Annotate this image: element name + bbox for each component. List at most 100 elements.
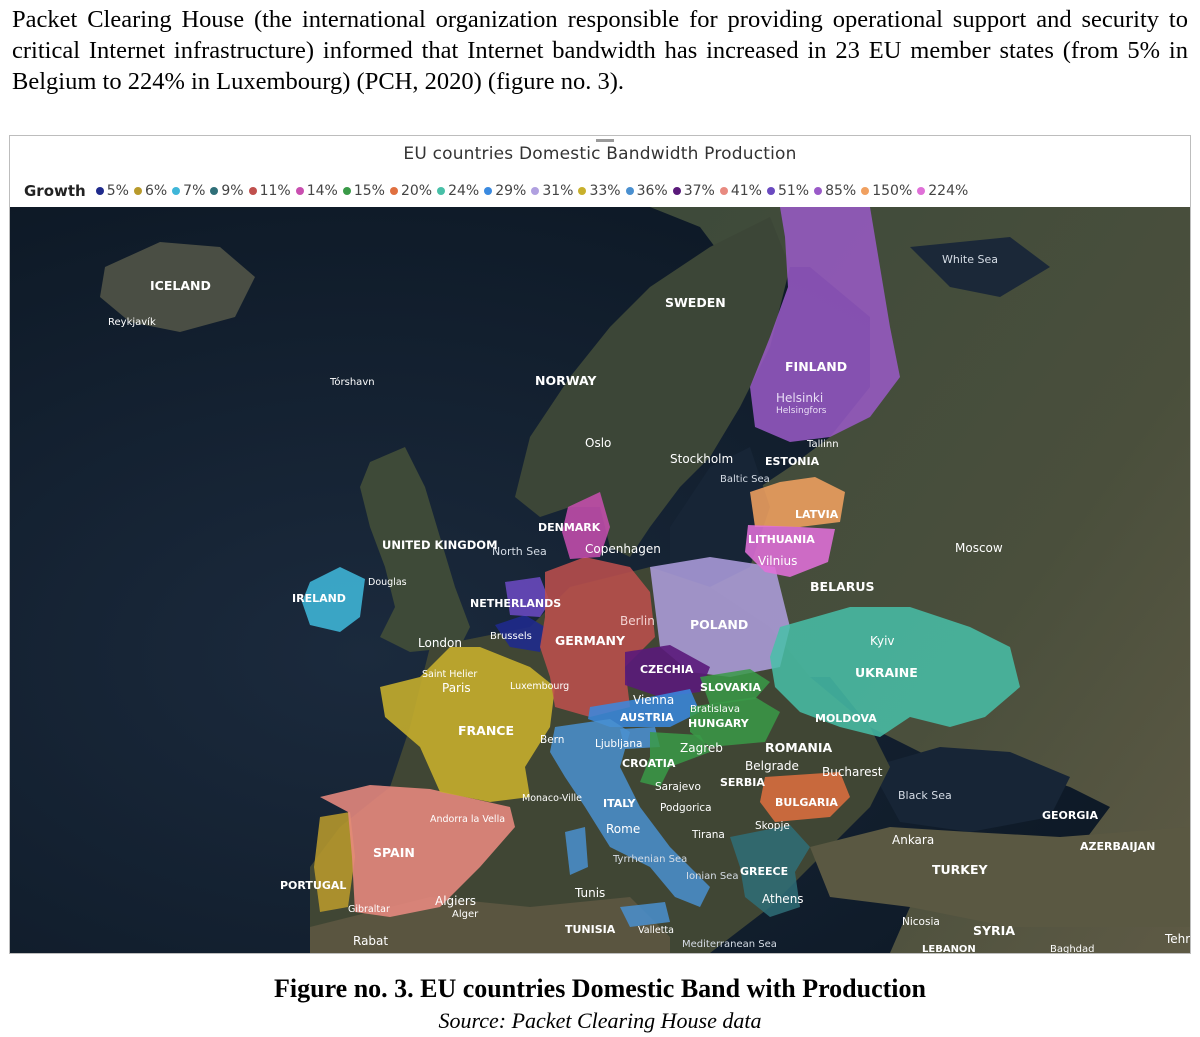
legend-item[interactable]: 29% xyxy=(484,183,526,199)
legend-item[interactable]: 5% xyxy=(95,183,129,199)
label-italy: ITALY xyxy=(603,797,637,810)
legend-item[interactable]: 31% xyxy=(531,183,573,199)
label-luxembourg: Luxembourg xyxy=(510,681,569,692)
legend-dot xyxy=(814,187,823,195)
black-sea-water xyxy=(870,747,1070,832)
legend-title: Growth xyxy=(24,182,86,200)
country-czechia[interactable] xyxy=(625,645,710,697)
label-belgrade: Belgrade xyxy=(745,759,799,773)
label-moscow: Moscow xyxy=(955,541,1003,555)
label-vienna: Vienna xyxy=(633,693,674,707)
country-ireland[interactable] xyxy=(302,567,365,632)
legend-label: 14% xyxy=(306,183,338,199)
country-portugal[interactable] xyxy=(314,812,355,912)
body-paragraph: Packet Clearing House (the international… xyxy=(12,6,1188,95)
legend-dot xyxy=(437,187,446,195)
label-norway: NORWAY xyxy=(535,373,597,388)
landmass-scandinavia xyxy=(515,217,790,557)
legend-item[interactable]: 6% xyxy=(133,183,167,199)
label-czechia: CZECHIA xyxy=(640,663,694,676)
map-canvas[interactable]: ICELAND Reykjavík Tórshavn NORWAY Oslo S… xyxy=(10,207,1190,953)
country-slovakia[interactable] xyxy=(700,669,770,705)
legend-label: 24% xyxy=(448,183,480,199)
label-finland: FINLAND xyxy=(785,359,847,374)
country-ukraine[interactable] xyxy=(770,607,1020,737)
label-nicosia: Nicosia xyxy=(902,916,940,928)
legend-item[interactable]: 14% xyxy=(295,183,338,199)
legend-item[interactable]: 224% xyxy=(917,183,968,199)
label-vilnius: Vilnius xyxy=(758,554,797,568)
legend-item[interactable]: 150% xyxy=(861,183,912,199)
label-denmark: DENMARK xyxy=(538,521,601,534)
label-gibraltar: Gibraltar xyxy=(348,904,390,915)
label-rabat: Rabat xyxy=(353,934,388,948)
legend-item[interactable]: 37% xyxy=(672,183,715,199)
legend-label: 33% xyxy=(589,183,621,199)
label-monaco: Monaco-Ville xyxy=(522,793,582,804)
legend-item[interactable]: 11% xyxy=(248,183,291,199)
legend-dot xyxy=(342,187,351,195)
label-white-sea: White Sea xyxy=(942,253,998,266)
country-italy-sardinia[interactable] xyxy=(565,827,588,875)
country-italy-sicily[interactable] xyxy=(620,902,670,927)
map-legend: Growth 5% 6% 7% 9% 11% 14% 15% 20% 24% 29% 31% 33% 3… xyxy=(24,180,973,202)
country-france[interactable] xyxy=(380,647,555,802)
legend-item[interactable]: 7% xyxy=(172,183,205,199)
country-netherlands[interactable] xyxy=(505,577,550,617)
label-tehran: Tehr xyxy=(1164,932,1190,946)
label-hungary: HUNGARY xyxy=(688,717,750,730)
label-rome: Rome xyxy=(606,822,640,836)
label-baltic-sea-1: Baltic Sea xyxy=(720,474,770,485)
label-bern: Bern xyxy=(540,734,564,746)
label-belarus: BELARUS xyxy=(810,579,874,594)
label-spain: SPAIN xyxy=(373,845,415,860)
country-croatia[interactable] xyxy=(640,732,710,787)
legend-dot xyxy=(578,187,587,195)
legend-label: 11% xyxy=(259,183,291,199)
title-dash xyxy=(596,139,614,142)
label-valletta: Valletta xyxy=(638,925,674,936)
legend-item[interactable]: 51% xyxy=(766,183,809,199)
landmass-great-britain xyxy=(360,447,470,652)
country-bulgaria[interactable] xyxy=(760,772,850,822)
legend-label: 41% xyxy=(730,183,762,199)
country-greece[interactable] xyxy=(730,825,810,917)
legend-label: 31% xyxy=(542,183,574,199)
label-kyiv: Kyiv xyxy=(870,634,895,648)
country-poland[interactable] xyxy=(650,557,790,677)
label-germany: GERMANY xyxy=(555,633,626,648)
legend-dot xyxy=(531,187,540,195)
legend-dot xyxy=(95,187,104,195)
country-finland[interactable] xyxy=(750,207,900,442)
legend-dot xyxy=(917,187,926,195)
label-austria: AUSTRIA xyxy=(620,711,674,724)
legend-item[interactable]: 33% xyxy=(578,183,621,199)
legend-item[interactable]: 41% xyxy=(719,183,762,199)
country-lithuania[interactable] xyxy=(745,525,835,577)
country-belgium[interactable] xyxy=(495,615,545,652)
country-austria[interactable] xyxy=(588,689,700,727)
legend-item[interactable]: 15% xyxy=(342,183,385,199)
country-italy[interactable] xyxy=(550,719,710,907)
label-athens: Athens xyxy=(762,892,804,906)
legend-dot xyxy=(248,187,257,195)
legend-item[interactable]: 24% xyxy=(437,183,479,199)
country-spain[interactable] xyxy=(320,785,515,917)
label-oslo: Oslo xyxy=(585,436,611,450)
country-denmark[interactable] xyxy=(562,492,610,559)
label-iceland: ICELAND xyxy=(150,278,211,293)
label-tallinn: Tallinn xyxy=(806,439,839,450)
label-zagreb: Zagreb xyxy=(680,741,723,755)
country-hungary[interactable] xyxy=(690,697,780,747)
legend-item[interactable]: 36% xyxy=(625,183,668,199)
label-moldova: MOLDOVA xyxy=(815,712,877,725)
country-latvia[interactable] xyxy=(750,477,845,527)
legend-item[interactable]: 85% xyxy=(814,183,856,199)
label-portugal: PORTUGAL xyxy=(280,879,346,892)
label-mediterranean: Mediterranean Sea xyxy=(682,939,777,950)
label-saint-helier: Saint Helier xyxy=(422,669,477,680)
legend-label: 5% xyxy=(106,183,129,199)
legend-dot xyxy=(172,187,181,195)
legend-item[interactable]: 20% xyxy=(389,183,432,199)
legend-item[interactable]: 9% xyxy=(210,183,244,199)
